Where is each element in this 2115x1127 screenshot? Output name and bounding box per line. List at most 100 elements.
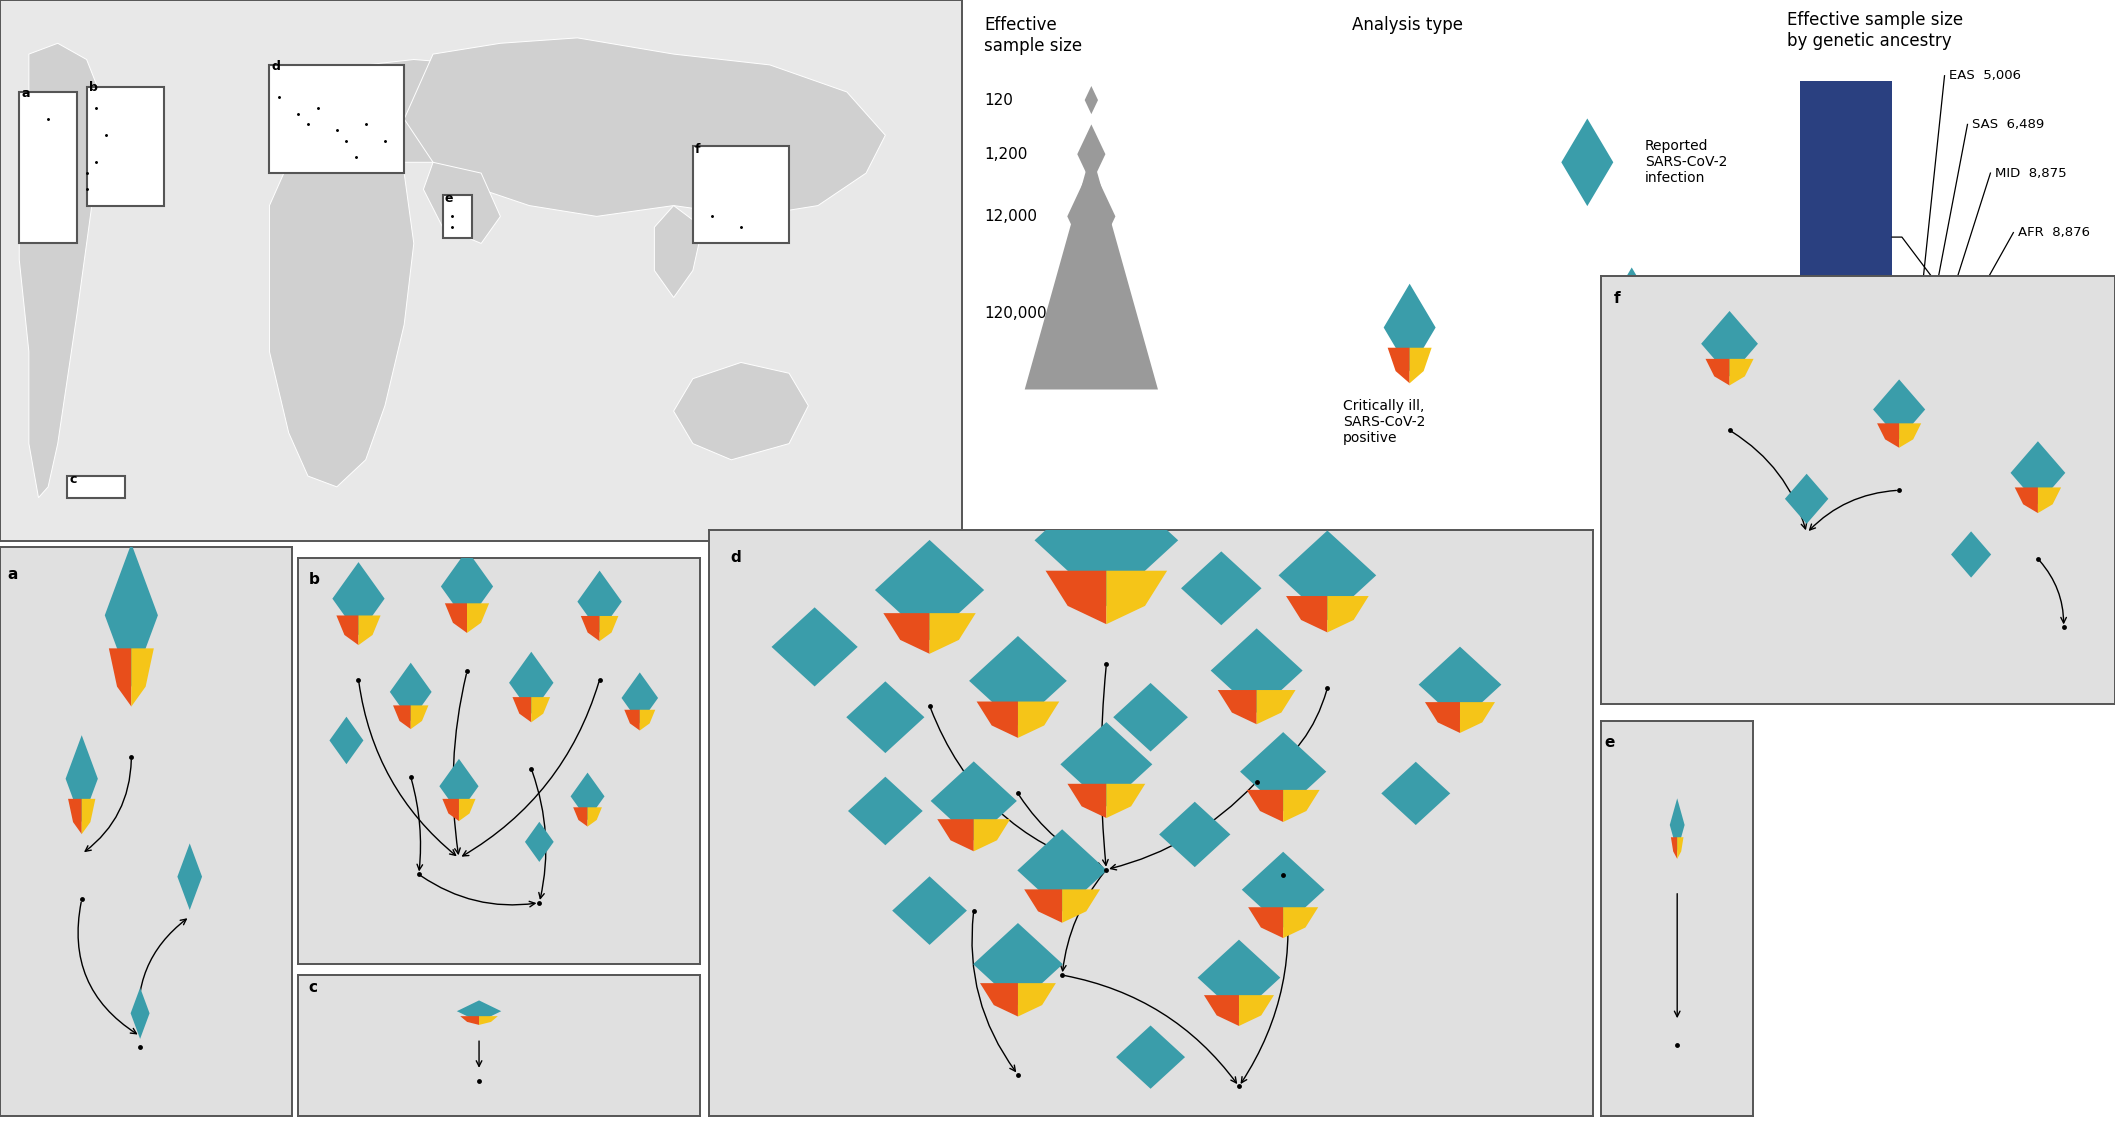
Bar <box>442 195 472 238</box>
Polygon shape <box>1248 907 1284 938</box>
Text: a: a <box>21 87 30 99</box>
Polygon shape <box>357 615 381 645</box>
Text: c: c <box>70 473 76 487</box>
Text: Analysis type: Analysis type <box>1351 16 1464 34</box>
Bar <box>68 476 125 498</box>
Polygon shape <box>2011 442 2066 505</box>
Polygon shape <box>68 799 82 834</box>
Polygon shape <box>82 799 95 834</box>
Polygon shape <box>444 603 467 633</box>
Polygon shape <box>531 698 550 722</box>
Polygon shape <box>931 762 1017 841</box>
Polygon shape <box>461 1017 478 1024</box>
Polygon shape <box>336 615 357 645</box>
Polygon shape <box>1246 790 1284 822</box>
Polygon shape <box>178 843 203 909</box>
Polygon shape <box>1671 837 1677 859</box>
Polygon shape <box>1085 86 1098 114</box>
Polygon shape <box>1950 531 1990 578</box>
Polygon shape <box>1459 702 1495 733</box>
Polygon shape <box>1024 889 1062 923</box>
Polygon shape <box>131 648 154 707</box>
Polygon shape <box>1785 473 1827 524</box>
Polygon shape <box>1239 995 1273 1026</box>
Polygon shape <box>588 807 603 826</box>
Polygon shape <box>1610 331 1633 367</box>
Bar <box>1800 461 1893 476</box>
Polygon shape <box>19 43 106 498</box>
Polygon shape <box>1669 798 1686 852</box>
Bar <box>269 65 404 174</box>
Polygon shape <box>654 205 702 298</box>
Polygon shape <box>601 616 618 641</box>
Polygon shape <box>673 363 808 460</box>
Text: f: f <box>1614 291 1620 307</box>
Polygon shape <box>1017 829 1106 912</box>
Polygon shape <box>423 162 501 243</box>
Polygon shape <box>1700 311 1758 376</box>
Bar <box>1800 476 1893 487</box>
Polygon shape <box>624 710 639 730</box>
Text: d: d <box>271 60 281 72</box>
Polygon shape <box>1106 783 1144 818</box>
Polygon shape <box>931 613 975 654</box>
Polygon shape <box>1677 837 1684 859</box>
Polygon shape <box>1383 284 1436 371</box>
Polygon shape <box>573 807 588 826</box>
Polygon shape <box>2039 488 2062 513</box>
Text: e: e <box>444 192 453 205</box>
Polygon shape <box>1284 907 1318 938</box>
Polygon shape <box>1242 852 1324 928</box>
Text: Reported
SARS-CoV-2
infection: Reported SARS-CoV-2 infection <box>1645 139 1728 186</box>
Polygon shape <box>1068 783 1106 818</box>
Polygon shape <box>977 701 1017 738</box>
Text: SAS  6,489: SAS 6,489 <box>1973 118 2045 131</box>
Text: Hospitalized,
SARS-CoV-2
positive: Hospitalized, SARS-CoV-2 positive <box>1698 382 1787 429</box>
Text: e: e <box>1605 735 1616 751</box>
Polygon shape <box>1328 596 1368 632</box>
Polygon shape <box>478 1017 497 1024</box>
Bar <box>1800 393 1893 421</box>
Polygon shape <box>1874 380 1925 440</box>
Polygon shape <box>1409 348 1432 383</box>
Polygon shape <box>1561 118 1614 206</box>
Bar <box>19 92 76 243</box>
Polygon shape <box>1060 722 1153 807</box>
Polygon shape <box>937 819 973 851</box>
Polygon shape <box>1899 424 1920 447</box>
Polygon shape <box>1878 424 1899 447</box>
Polygon shape <box>512 698 531 722</box>
Polygon shape <box>876 540 983 640</box>
Polygon shape <box>1159 801 1231 867</box>
Polygon shape <box>1210 629 1303 712</box>
Bar <box>1800 442 1893 461</box>
Polygon shape <box>1280 531 1377 620</box>
Polygon shape <box>1180 551 1261 625</box>
Polygon shape <box>1068 165 1115 268</box>
Polygon shape <box>1203 995 1239 1026</box>
Text: d: d <box>730 550 742 566</box>
Polygon shape <box>332 562 385 636</box>
Polygon shape <box>393 706 410 729</box>
Text: EUR  139,918: EUR 139,918 <box>2054 426 2115 440</box>
Polygon shape <box>410 706 429 729</box>
Polygon shape <box>582 616 601 641</box>
Polygon shape <box>106 543 159 687</box>
Polygon shape <box>1218 690 1256 725</box>
Polygon shape <box>1286 596 1328 632</box>
Polygon shape <box>1106 570 1167 624</box>
Polygon shape <box>1026 151 1159 390</box>
Polygon shape <box>884 613 931 654</box>
Polygon shape <box>1387 348 1409 383</box>
Polygon shape <box>510 651 554 713</box>
Polygon shape <box>459 799 476 822</box>
Bar <box>1800 421 1893 442</box>
Polygon shape <box>1017 983 1055 1017</box>
Polygon shape <box>1284 790 1320 822</box>
Polygon shape <box>1730 358 1753 385</box>
Polygon shape <box>1045 570 1106 624</box>
Text: EAS  5,006: EAS 5,006 <box>1950 69 2022 82</box>
Polygon shape <box>622 673 658 724</box>
Text: AFR  8,876: AFR 8,876 <box>2018 227 2090 239</box>
Polygon shape <box>969 636 1066 726</box>
